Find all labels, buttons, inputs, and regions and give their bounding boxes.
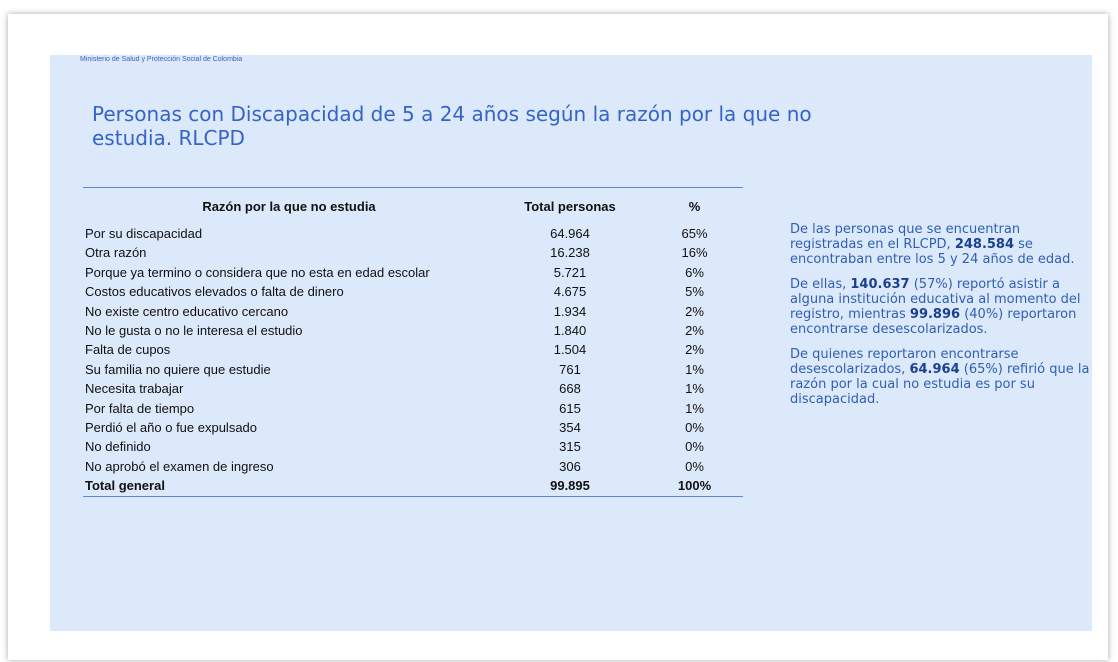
table-cell: No aprobó el examen de ingreso	[85, 458, 274, 474]
table-cell: No le gusta o no le interesa el estudio	[85, 323, 303, 339]
table-cell: 0%	[685, 420, 704, 436]
table-row: Porque ya termino o considera que no est…	[83, 263, 743, 282]
table-cell: Por falta de tiempo	[85, 400, 195, 416]
table-row: Por su discapacidad 64.964 65%	[83, 224, 743, 243]
table-cell: 1%	[685, 361, 704, 377]
note-paragraph: De ellas, 140.637 (57%) reportó asistir …	[790, 277, 1090, 337]
table-cell: 315	[559, 439, 581, 455]
header-row: Razón por la que no estudia Total person…	[83, 187, 743, 224]
table-cell: 16.238	[550, 245, 590, 261]
table-cell: 65%	[681, 226, 708, 241]
table-cell: 2%	[685, 342, 704, 358]
table-cell: Su familia no quiere que estudie	[85, 361, 271, 377]
reason-table: Razón por la que no estudia Total person…	[83, 187, 743, 497]
table-cell: 1.840	[553, 323, 587, 339]
note-text: (65%) refirió que la razón por la cual n…	[790, 362, 1090, 407]
table-cell: No definido	[85, 439, 151, 455]
table-row: No aprobó el examen de ingreso 306 0%	[83, 457, 743, 476]
column-header: Razón por la que no estudia	[83, 187, 494, 224]
table-cell: 761	[559, 361, 581, 377]
slide-title: Personas con Discapacidad de 5 a 24 años…	[92, 102, 812, 150]
table-row: No existe centro educativo cercano 1.934 2…	[83, 302, 743, 321]
table-row: Su familia no quiere que estudie 761 1%	[83, 360, 743, 379]
table-cell: 4.675	[553, 284, 587, 300]
table-row: Falta de cupos 1.504 2%	[83, 340, 743, 359]
table-cell: 2%	[685, 303, 704, 319]
table-cell: Porque ya termino o considera que no est…	[85, 264, 430, 280]
table-cell: 0%	[685, 458, 704, 474]
note-highlight: 140.637	[850, 277, 910, 292]
note-text: se encontraban entre los 5 y 24 años de …	[790, 237, 1075, 267]
table-row: Costos educativos elevados o falta de di…	[83, 282, 743, 301]
table-cell: Perdió el año o fue expulsado	[85, 420, 258, 436]
table-row: No definido 315 0%	[83, 437, 743, 456]
table-cell: 2%	[685, 323, 704, 339]
table-cell: 99.895	[494, 476, 646, 497]
table-cell: Otra razón	[85, 245, 147, 261]
note-text: De las personas que se encuentran regist…	[790, 222, 1021, 252]
table-cell: Falta de cupos	[85, 342, 171, 358]
table-cell: 16%	[681, 245, 708, 261]
table-row: Necesita trabajar 668 1%	[83, 379, 743, 398]
table-cell: 354	[559, 420, 581, 436]
table-cell: 100%	[646, 476, 743, 497]
note-text: De ellas,	[790, 277, 851, 292]
note-text: De quienes reportaron encontrarse desesc…	[790, 347, 1019, 377]
table-cell: 306	[559, 458, 581, 474]
note-text: (40%) reportaron encontrarse desescolari…	[790, 307, 1077, 337]
table-cell: Por su discapacidad	[85, 226, 203, 241]
table-row: Por falta de tiempo 615 1%	[83, 399, 743, 418]
column-header: Total personas	[494, 187, 646, 224]
note-highlight: 248.584	[954, 237, 1015, 252]
table-cell: 64.964	[550, 226, 590, 241]
table-cell: No existe centro educativo cercano	[85, 303, 289, 319]
ministry-label: Ministerio de Salud y Protección Social …	[80, 56, 243, 63]
table-cell: 1.504	[553, 342, 587, 358]
table-row: Perdió el año o fue expulsado 354 0%	[83, 418, 743, 437]
note-paragraph: De las personas que se encuentran regist…	[790, 222, 1090, 267]
table-cell: Costos educativos elevados o falta de di…	[85, 284, 344, 300]
table-cell: Total general	[83, 476, 494, 497]
table-cell: 5%	[685, 284, 704, 300]
table-cell: 6%	[685, 264, 704, 280]
table-cell: 1%	[685, 400, 704, 416]
table-row: Otra razón 16.238 16%	[83, 243, 743, 262]
note-highlight: 64.964	[909, 362, 960, 377]
note-text: (57%) reportó asistir a alguna instituci…	[790, 277, 1081, 322]
table-row: Total general 99.895 100%	[83, 476, 743, 497]
note-paragraph: De quienes reportaron encontrarse desesc…	[790, 347, 1090, 407]
table-cell: 1.934	[553, 303, 587, 319]
table-cell: 615	[559, 400, 581, 416]
table-cell: Necesita trabajar	[85, 381, 184, 397]
table-row: No le gusta o no le interesa el estudio 1…	[83, 321, 743, 340]
table-cell: 668	[559, 381, 581, 397]
notes: De las personas que se encuentran regist…	[790, 222, 1090, 417]
slide-panel	[50, 55, 1092, 631]
table-cell: 1%	[685, 381, 704, 397]
table-cell: 5.721	[553, 264, 587, 280]
note-highlight: 99.896	[909, 307, 961, 322]
column-header: %	[646, 187, 743, 224]
table-cell: 0%	[685, 439, 704, 455]
